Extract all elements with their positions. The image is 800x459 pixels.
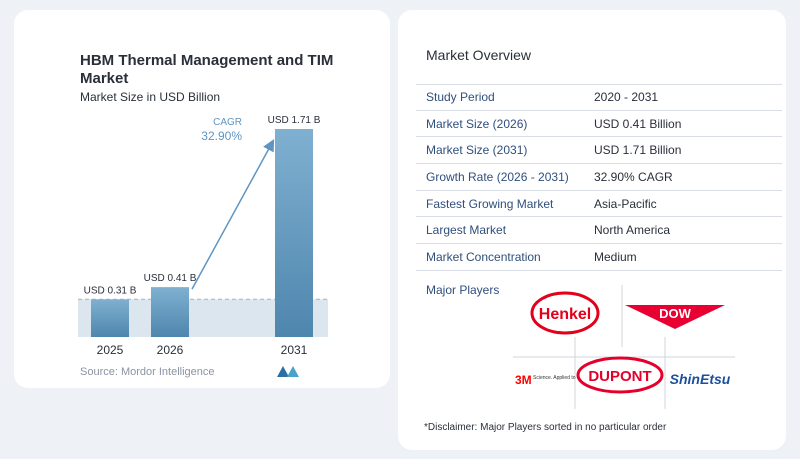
overview-value: 2020 - 2031 <box>594 90 659 105</box>
overview-value: USD 0.41 Billion <box>594 116 682 131</box>
svg-text:ShinEtsu: ShinEtsu <box>670 371 731 387</box>
svg-text:Henkel: Henkel <box>539 306 591 323</box>
bar-2031 <box>275 129 313 337</box>
overview-row: Largest Market North America <box>416 217 782 245</box>
overview-row: Fastest Growing Market Asia-Pacific <box>416 191 782 218</box>
bar-chart: USD 0.31 B 2025 USD 0.41 B 2026 USD 1.71 B 20… <box>78 115 328 357</box>
overview-row: Market Size (2031) USD 1.71 Billion <box>416 137 782 165</box>
overview-value: USD 1.71 Billion <box>594 143 682 158</box>
bar-value-label: USD 1.71 B <box>268 115 321 126</box>
chart-subtitle: Market Size in USD Billion <box>80 90 221 104</box>
overview-value: Asia-Pacific <box>594 196 657 211</box>
cagr-value: 32.90% <box>201 129 242 143</box>
bar-value-label: USD 0.31 B <box>84 285 137 296</box>
overview-title: Market Overview <box>426 47 532 63</box>
major-players-logos: Henkel DOW 3M Science. Applied to Life. … <box>513 285 735 409</box>
overview-table: Study Period 2020 - 2031 Market Size (20… <box>416 84 782 271</box>
dow-logo: DOW <box>625 305 725 329</box>
x-tick-label: 2026 <box>157 343 184 357</box>
bar-value-label: USD 0.41 B <box>144 273 197 284</box>
overview-value: 32.90% CAGR <box>594 169 673 184</box>
disclaimer-text: *Disclaimer: Major Players sorted in no … <box>424 422 667 433</box>
svg-text:3M: 3M <box>515 373 532 387</box>
overview-label: Market Size (2026) <box>426 116 528 131</box>
mordor-intelligence-logo <box>277 366 299 377</box>
overview-label: Fastest Growing Market <box>426 196 554 211</box>
dupont-logo: DUPONT <box>576 356 664 394</box>
cagr-label: CAGR <box>213 117 242 128</box>
svg-text:DOW: DOW <box>659 306 692 321</box>
overview-value: North America <box>594 223 671 238</box>
svg-text:DUPONT: DUPONT <box>588 368 651 385</box>
overview-label: Study Period <box>426 90 495 105</box>
major-players-title: Major Players <box>426 283 500 297</box>
overview-label: Growth Rate (2026 - 2031) <box>426 169 569 184</box>
overview-label: Largest Market <box>426 223 507 238</box>
overview-row: Market Size (2026) USD 0.41 Billion <box>416 111 782 138</box>
overview-value: Medium <box>594 249 637 264</box>
x-tick-label: 2031 <box>281 343 308 357</box>
overview-label: Market Concentration <box>426 249 541 264</box>
shin-etsu-logo: ShinEtsu <box>670 371 731 387</box>
overview-row: Growth Rate (2026 - 2031) 32.90% CAGR <box>416 164 782 191</box>
overview-label: Market Size (2031) <box>426 143 528 158</box>
overview-row: Study Period 2020 - 2031 <box>416 84 782 111</box>
bar-2025 <box>91 299 129 337</box>
chart-title: HBM Thermal Management and TIM Market <box>80 52 334 87</box>
svg-text:Science. Applied to Life.: Science. Applied to Life. <box>533 375 586 381</box>
source-text: Source: Mordor Intelligence <box>80 366 215 378</box>
x-tick-label: 2025 <box>97 343 124 357</box>
cagr-arrow <box>191 139 275 290</box>
3m-logo: 3M Science. Applied to Life. <box>515 373 586 387</box>
overview-row: Market Concentration Medium <box>416 244 782 271</box>
bar-2026 <box>151 287 189 337</box>
henkel-logo: Henkel <box>530 291 600 335</box>
